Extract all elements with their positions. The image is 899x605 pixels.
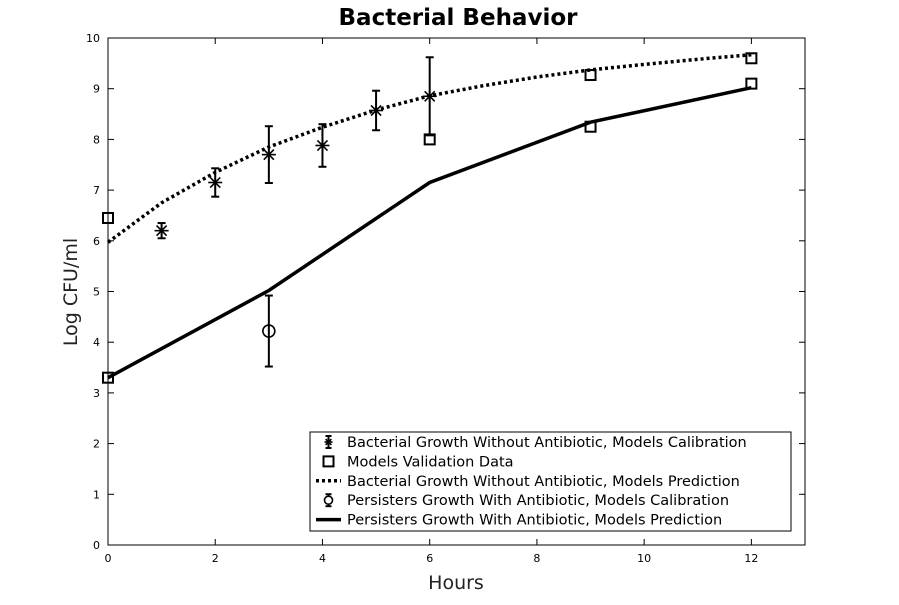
y-tick-label: 9 — [93, 83, 100, 96]
point-calibration-no-antibiotic — [369, 103, 384, 118]
y-tick-label: 10 — [86, 32, 100, 45]
point-calibration-no-antibiotic — [154, 223, 169, 238]
point-validation — [102, 211, 114, 224]
asterisk-stroke — [263, 149, 275, 161]
series-line-prediction-persisters — [107, 85, 752, 380]
legend-swatch-persisters-marker — [323, 495, 334, 506]
y-axis-title: Log CFU/ml — [60, 238, 82, 346]
x-tick-label: 8 — [533, 552, 540, 565]
legend-label: Persisters Growth With Antibiotic, Model… — [347, 493, 729, 509]
point-calibration-no-antibiotic — [261, 147, 276, 162]
y-tick-label: 7 — [93, 184, 100, 197]
asterisk-stroke — [424, 90, 436, 102]
point-validation — [745, 77, 758, 90]
asterisk-stroke — [156, 225, 168, 237]
legend-label: Persisters Growth With Antibiotic, Model… — [347, 513, 722, 529]
chart-title: Bacterial Behavior — [339, 5, 579, 31]
legend-swatch-validation — [322, 455, 335, 468]
y-tick-label: 2 — [93, 438, 100, 451]
asterisk-stroke — [209, 176, 221, 189]
x-tick-label: 4 — [319, 552, 326, 565]
y-tick-label: 0 — [93, 539, 100, 552]
point-validation — [584, 69, 597, 82]
legend: Bacterial Growth Without Antibiotic, Mod… — [309, 431, 792, 532]
point-validation — [102, 371, 114, 384]
point-calibration-no-antibiotic — [208, 175, 223, 190]
asterisk-stroke — [325, 438, 332, 446]
asterisk-stroke — [370, 104, 382, 117]
x-tick-label: 10 — [637, 552, 651, 565]
x-tick-label: 0 — [105, 552, 112, 565]
error-bar-persisters — [264, 294, 273, 368]
y-tick-label: 4 — [93, 336, 100, 349]
plot-marks — [102, 52, 758, 384]
legend-box — [309, 431, 792, 532]
x-tick-label: 12 — [744, 552, 758, 565]
x-tick-label: 6 — [426, 552, 433, 565]
point-validation — [745, 52, 758, 65]
y-tick-label: 5 — [93, 286, 100, 299]
x-tick-label: 2 — [212, 552, 219, 565]
legend-label: Bacterial Growth Without Antibiotic, Mod… — [347, 474, 740, 490]
legend-label: Models Validation Data — [347, 454, 514, 470]
legend-label: Bacterial Growth Without Antibiotic, Mod… — [347, 435, 747, 451]
x-axis-title: Hours — [428, 572, 484, 594]
y-tick-label: 6 — [93, 235, 100, 248]
point-calibration-no-antibiotic — [422, 89, 437, 104]
legend-swatch-calibration-marker — [324, 438, 333, 446]
point-validation — [423, 133, 436, 146]
point-validation — [584, 120, 597, 133]
y-tick-label: 8 — [93, 133, 100, 146]
point-calibration-persisters — [262, 324, 276, 338]
y-tick-label: 3 — [93, 387, 100, 400]
asterisk-stroke — [316, 139, 329, 152]
point-calibration-no-antibiotic — [315, 138, 330, 153]
y-tick-label: 1 — [93, 488, 100, 501]
